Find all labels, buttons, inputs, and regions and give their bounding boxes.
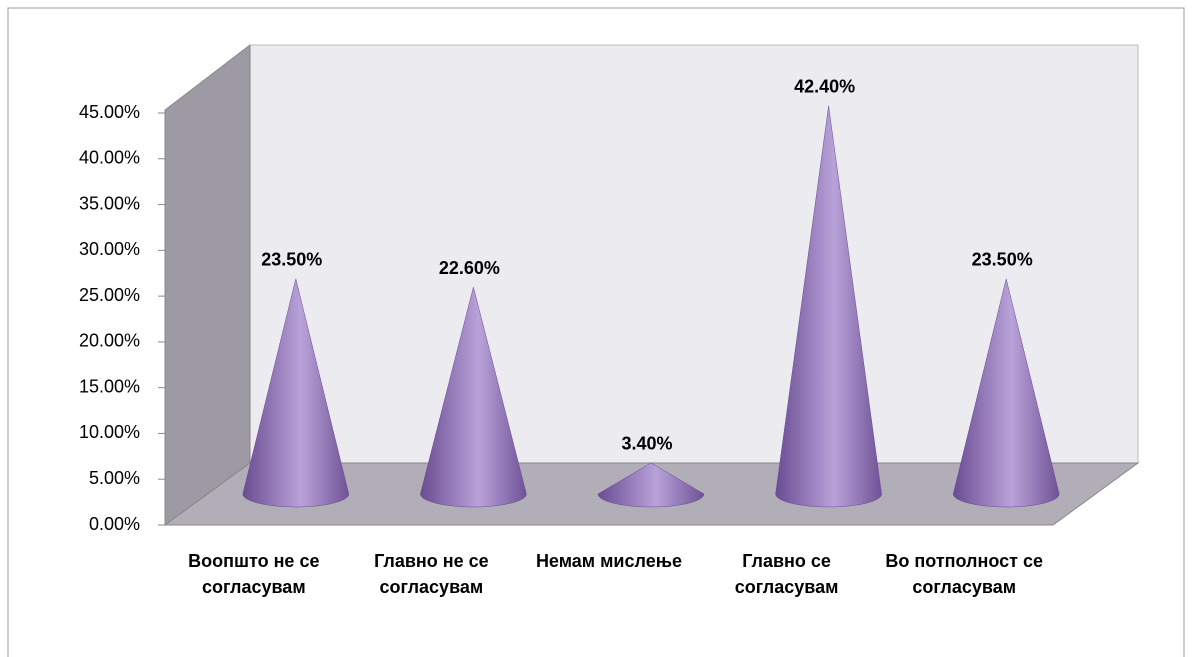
y-tick-label: 35.00% (79, 193, 140, 213)
value-label: 3.40% (621, 434, 672, 454)
x-tick-label: Воопшто не се согласувам (188, 551, 320, 597)
y-tick-label: 10.00% (79, 422, 140, 442)
y-tick-label: 45.00% (79, 102, 140, 122)
x-tick-label: Главно се согласувам (734, 551, 839, 597)
x-tick-label: Во потполност се согласувам (885, 551, 1043, 597)
cone (775, 105, 882, 508)
y-tick-label: 30.00% (79, 239, 140, 259)
y-tick-label: 15.00% (79, 376, 140, 396)
x-tick-label: Немам мислење (535, 551, 683, 571)
y-tick-label: 20.00% (79, 331, 140, 351)
border (7, 7, 1185, 657)
y-tick-label: 5.00% (89, 468, 140, 488)
cone (952, 278, 1060, 508)
side-wall (164, 43, 251, 526)
y-tick-label: 25.00% (79, 285, 140, 305)
value-label: 22.60% (439, 258, 500, 278)
cone (242, 278, 350, 508)
y-tick-label: 0.00% (89, 514, 140, 534)
value-label: 23.50% (972, 250, 1033, 270)
value-label: 42.40% (794, 77, 855, 97)
cone (597, 462, 705, 508)
cone (420, 287, 527, 508)
y-tick-label: 40.00% (79, 148, 140, 168)
x-tick-label: Главно не се согласувам (374, 551, 489, 597)
value-label: 23.50% (261, 250, 322, 270)
